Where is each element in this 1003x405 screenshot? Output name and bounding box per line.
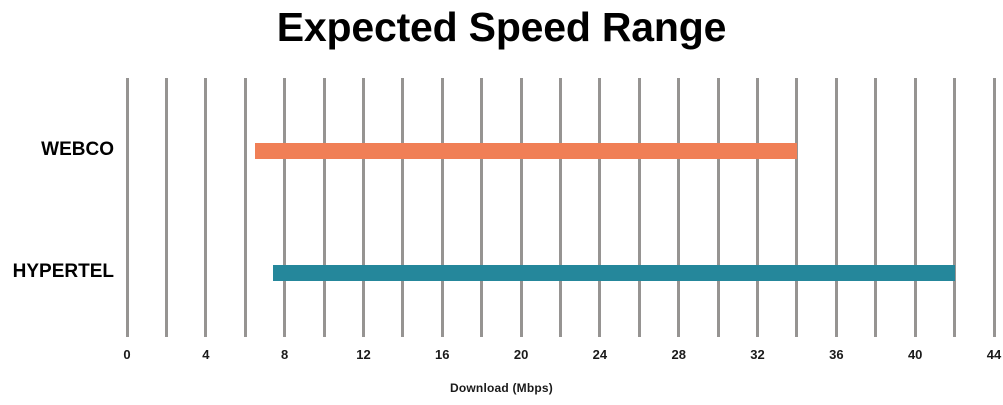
x-tick-label: 44 (986, 347, 1002, 362)
x-tick-label: 32 (750, 347, 765, 362)
range-bar-hypertel[interactable] (272, 265, 955, 281)
gridline (440, 78, 444, 337)
gridline (834, 78, 838, 337)
gridline (559, 78, 562, 337)
x-axis-title: Download (Mbps) (450, 381, 553, 395)
gridline (992, 78, 996, 337)
category-label-hypertel: HYPERTEL (12, 261, 114, 282)
gridline (913, 78, 917, 337)
x-tick-label: 20 (513, 347, 529, 362)
gridline (519, 78, 523, 337)
chart-title: Expected Speed Range (276, 4, 727, 50)
gridline (361, 78, 365, 337)
gridline (204, 78, 208, 337)
x-tick-label: 24 (592, 347, 608, 362)
gridline (283, 78, 287, 337)
category-label-webco: WEBCO (41, 139, 114, 160)
gridline (716, 78, 720, 337)
gridline (874, 78, 878, 337)
x-tick-label: 36 (829, 347, 844, 362)
x-tick-label: 28 (671, 347, 686, 362)
x-tick-label: 8 (281, 347, 289, 362)
gridline (164, 78, 168, 337)
gridline (401, 78, 405, 337)
gridline (677, 78, 681, 337)
x-tick-label: 16 (435, 347, 450, 362)
gridline (795, 78, 799, 337)
range-bar-webco[interactable] (255, 143, 797, 159)
gridline (480, 78, 484, 337)
gridline (756, 78, 760, 337)
gridline (125, 78, 129, 337)
gridline (637, 78, 641, 337)
x-tick-label: 0 (123, 347, 131, 362)
gridline (598, 78, 602, 337)
x-tick-label: 12 (356, 347, 371, 362)
x-tick-label: 40 (907, 347, 923, 362)
gridline (953, 78, 957, 337)
gridline (243, 78, 247, 337)
plot-area (125, 78, 996, 337)
gridline (322, 78, 326, 337)
x-tick-label: 4 (202, 347, 210, 362)
